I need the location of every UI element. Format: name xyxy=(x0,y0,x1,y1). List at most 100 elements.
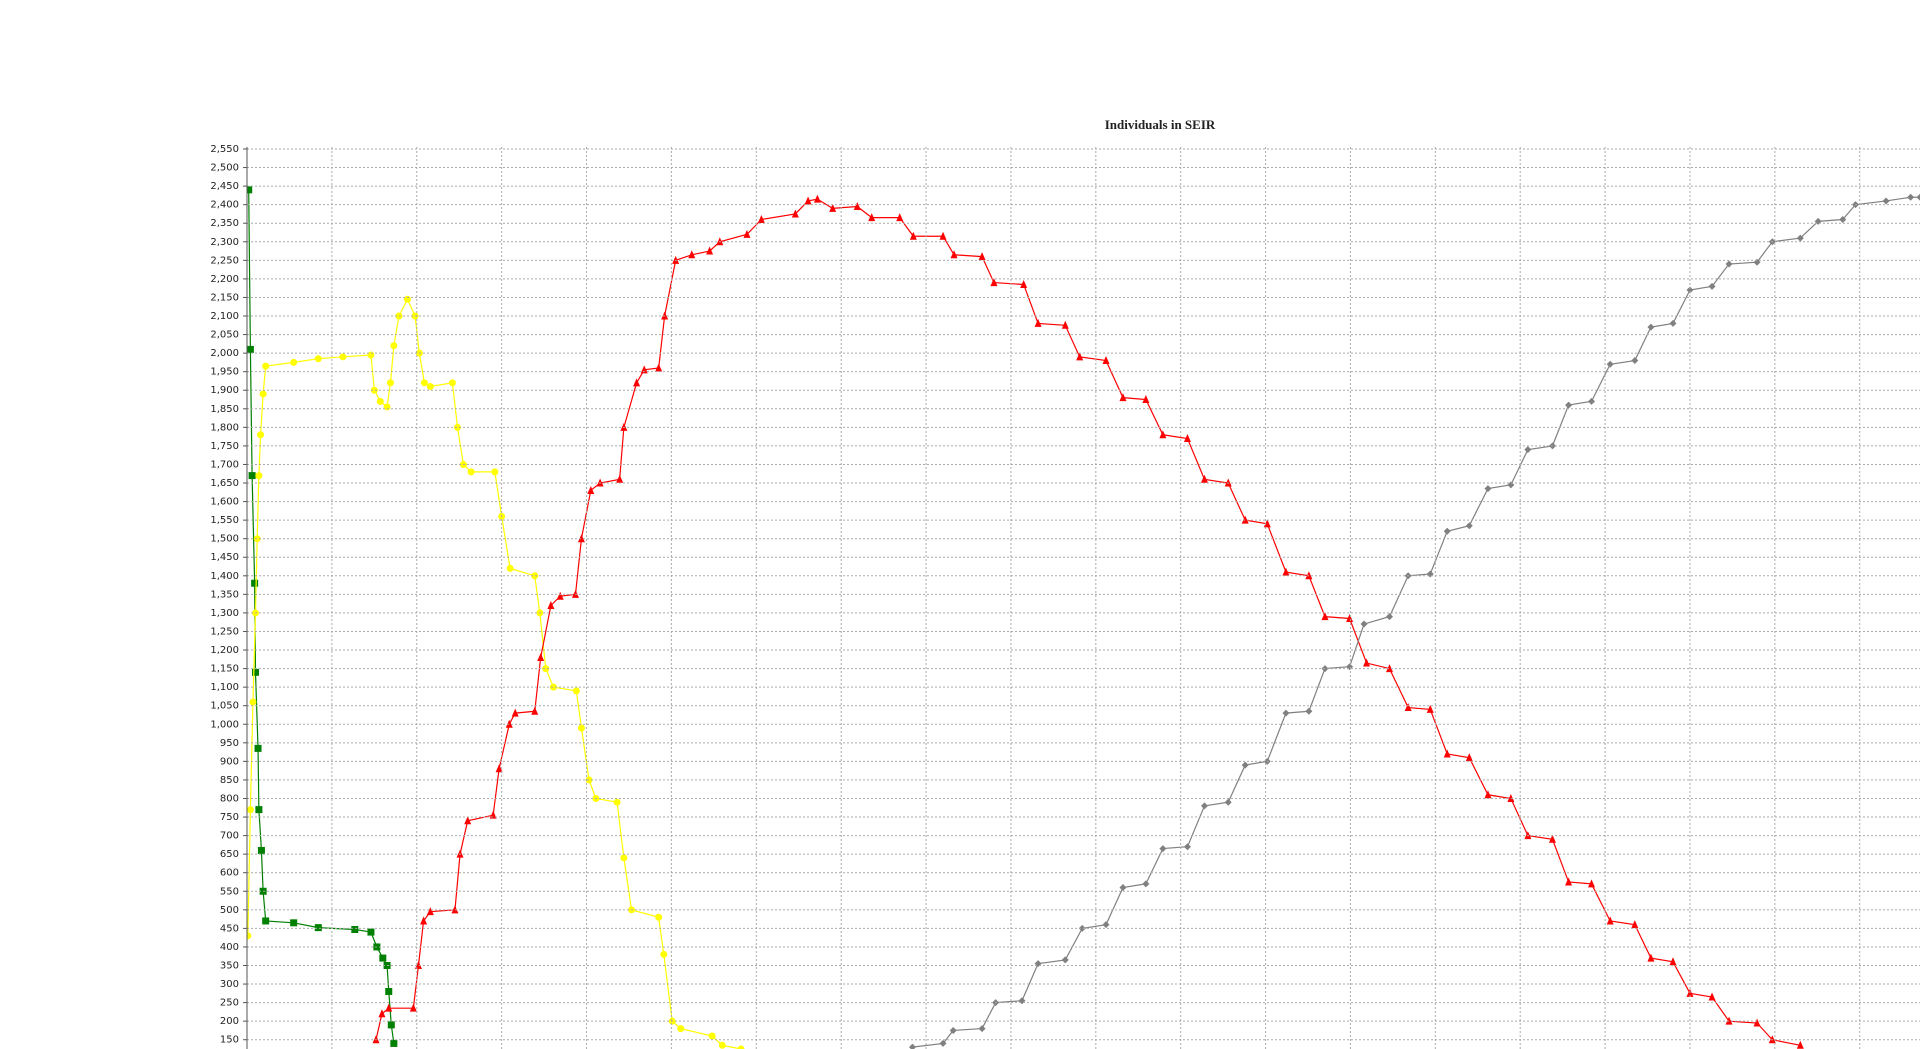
marker xyxy=(1465,522,1473,530)
marker xyxy=(1034,960,1042,968)
marker xyxy=(262,917,270,925)
marker xyxy=(1385,664,1393,673)
marker xyxy=(616,474,624,483)
marker xyxy=(853,202,861,211)
marker xyxy=(1647,953,1655,962)
y-tick-label: 2,100 xyxy=(210,311,239,322)
marker xyxy=(718,1041,726,1049)
series-line xyxy=(375,198,1801,1046)
marker xyxy=(1102,921,1110,929)
marker xyxy=(1708,992,1716,1001)
y-tick-label: 1,800 xyxy=(210,422,239,433)
marker xyxy=(1606,916,1614,925)
y-tick-label: 2,550 xyxy=(210,144,239,155)
marker xyxy=(547,600,555,609)
marker xyxy=(259,390,267,398)
marker xyxy=(395,312,403,320)
y-tick-label: 1,650 xyxy=(210,478,239,489)
marker xyxy=(448,379,456,387)
series-line xyxy=(912,196,1920,1048)
marker xyxy=(1507,793,1515,802)
marker xyxy=(1346,613,1354,622)
marker xyxy=(990,278,998,287)
y-tick-label: 2,050 xyxy=(210,330,239,341)
marker xyxy=(464,816,472,825)
y-tick-label: 1,200 xyxy=(210,645,239,656)
y-tick-label: 1,950 xyxy=(210,367,239,378)
marker xyxy=(613,798,621,806)
marker xyxy=(633,378,641,387)
marker xyxy=(813,194,821,203)
marker xyxy=(426,383,434,391)
marker xyxy=(495,764,503,773)
marker xyxy=(1907,193,1915,201)
marker xyxy=(1119,393,1127,402)
marker xyxy=(1565,877,1573,886)
marker xyxy=(1360,620,1368,628)
marker xyxy=(1669,319,1677,327)
marker xyxy=(1426,704,1434,713)
marker xyxy=(542,665,550,673)
marker xyxy=(1018,997,1026,1005)
y-tick-label: 550 xyxy=(220,886,239,897)
marker xyxy=(506,564,514,572)
y-tick-label: 500 xyxy=(220,905,239,916)
y-tick-label: 2,000 xyxy=(210,348,239,359)
marker xyxy=(1282,709,1290,717)
y-tick-label: 400 xyxy=(220,942,239,953)
marker xyxy=(248,472,256,480)
marker xyxy=(1282,567,1290,576)
marker xyxy=(1119,884,1127,892)
y-tick-label: 1,750 xyxy=(210,441,239,452)
marker xyxy=(403,295,411,303)
marker xyxy=(1631,920,1639,929)
marker xyxy=(1916,193,1920,201)
marker xyxy=(587,485,595,494)
y-tick-label: 250 xyxy=(220,998,239,1009)
marker xyxy=(1484,790,1492,799)
marker xyxy=(1669,957,1677,966)
y-tick-label: 1,600 xyxy=(210,497,239,508)
marker xyxy=(978,252,986,261)
y-tick-label: 2,350 xyxy=(210,218,239,229)
marker xyxy=(949,1026,957,1034)
marker xyxy=(491,468,499,476)
marker xyxy=(708,1032,716,1040)
marker xyxy=(688,250,696,259)
marker xyxy=(262,362,270,370)
chart-title: Individuals in SEIR xyxy=(1105,117,1216,132)
marker xyxy=(737,1045,745,1049)
marker xyxy=(255,472,263,480)
marker xyxy=(511,708,519,717)
marker xyxy=(978,1025,986,1033)
y-tick-label: 1,900 xyxy=(210,385,239,396)
marker xyxy=(339,353,347,361)
marker xyxy=(1183,433,1191,442)
marker xyxy=(1588,879,1596,888)
marker xyxy=(247,186,253,194)
marker xyxy=(379,954,387,962)
marker xyxy=(868,213,876,222)
marker xyxy=(454,423,462,431)
marker xyxy=(1465,753,1473,762)
marker xyxy=(1034,318,1042,327)
marker xyxy=(1200,474,1208,483)
marker xyxy=(1686,286,1694,294)
y-tick-label: 700 xyxy=(220,831,239,842)
marker xyxy=(254,744,262,752)
marker xyxy=(387,1021,395,1029)
marker xyxy=(1631,357,1639,365)
marker xyxy=(896,213,904,222)
marker xyxy=(1443,527,1451,535)
marker xyxy=(1102,356,1110,365)
marker xyxy=(1241,515,1249,524)
marker xyxy=(383,403,391,411)
marker xyxy=(414,960,422,969)
marker xyxy=(314,924,322,932)
marker xyxy=(253,535,261,543)
marker xyxy=(390,1039,398,1047)
y-tick-label: 1,450 xyxy=(210,552,239,563)
marker xyxy=(1363,658,1371,667)
y-tick-label: 1,700 xyxy=(210,459,239,470)
